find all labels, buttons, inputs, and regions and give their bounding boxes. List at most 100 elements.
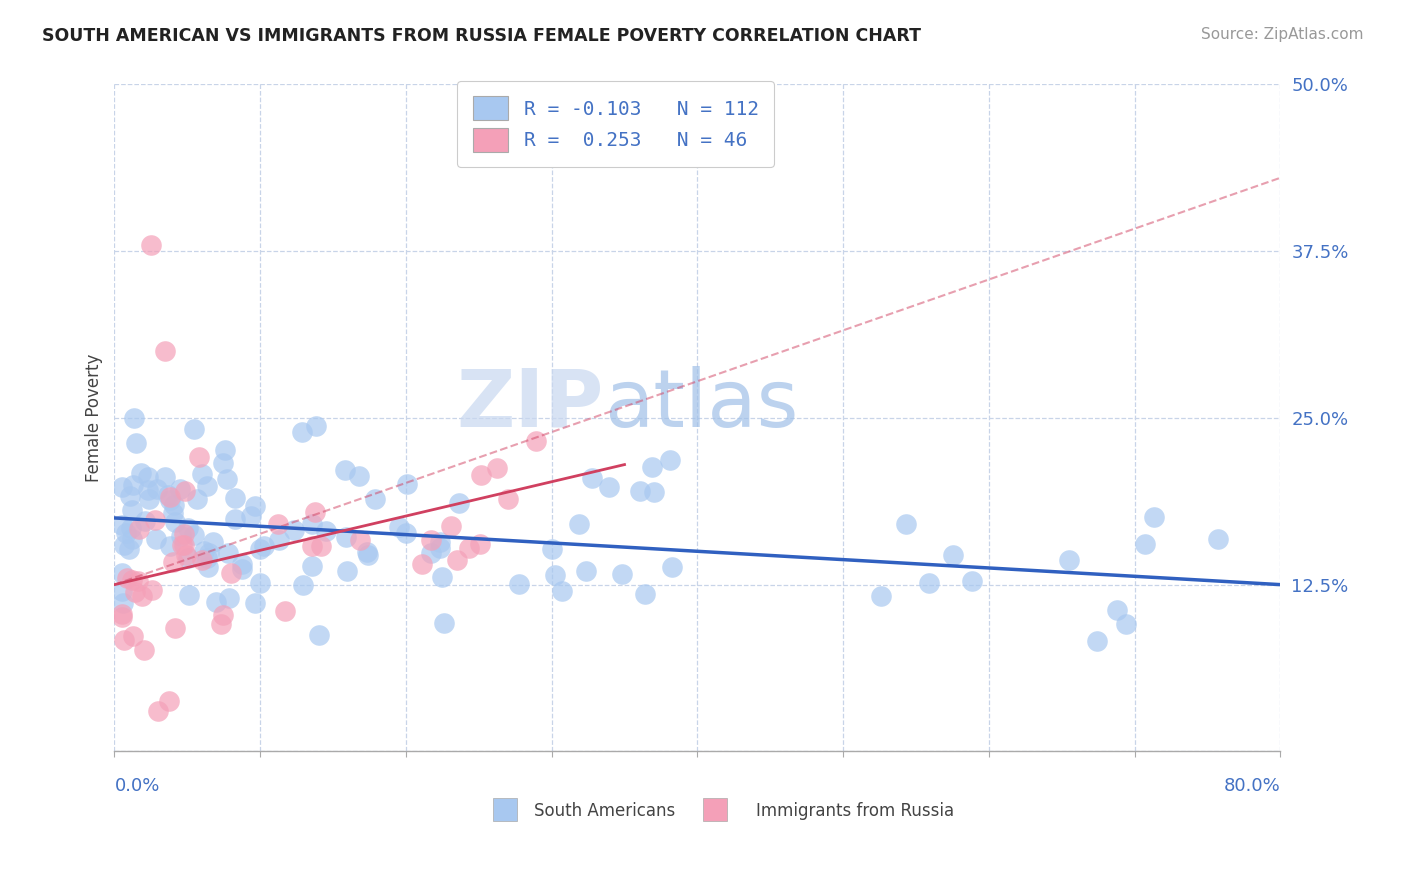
Point bbox=[540, 541, 562, 556]
Point bbox=[146, 704, 169, 718]
Point bbox=[193, 543, 215, 558]
Point bbox=[111, 584, 134, 599]
Point bbox=[1206, 532, 1229, 546]
Point bbox=[1133, 536, 1156, 550]
Point bbox=[544, 568, 567, 582]
Point bbox=[395, 526, 418, 541]
Point bbox=[115, 525, 138, 540]
Point bbox=[240, 508, 263, 523]
Point bbox=[395, 476, 418, 491]
Point bbox=[468, 537, 491, 551]
Point bbox=[191, 467, 214, 482]
Text: 0.0%: 0.0% bbox=[114, 777, 160, 796]
Point bbox=[128, 522, 150, 536]
Point bbox=[231, 561, 253, 575]
Point bbox=[301, 539, 323, 553]
Point bbox=[243, 499, 266, 513]
Point bbox=[191, 553, 214, 567]
Point bbox=[173, 526, 195, 541]
Point bbox=[121, 574, 143, 588]
Point bbox=[174, 548, 197, 562]
Point bbox=[249, 576, 271, 591]
Point bbox=[575, 564, 598, 578]
Point bbox=[143, 512, 166, 526]
Point bbox=[138, 491, 160, 506]
Text: South Americans: South Americans bbox=[534, 803, 675, 821]
Point bbox=[1087, 633, 1109, 648]
Point bbox=[117, 571, 139, 585]
Point bbox=[195, 551, 218, 566]
Point bbox=[120, 489, 142, 503]
Point bbox=[433, 616, 456, 631]
Point bbox=[641, 460, 664, 475]
Point bbox=[661, 560, 683, 574]
Point bbox=[159, 492, 181, 507]
Point bbox=[388, 520, 411, 534]
Point bbox=[224, 491, 246, 505]
Point bbox=[305, 418, 328, 433]
Point bbox=[145, 532, 167, 546]
Point bbox=[658, 453, 681, 467]
Point bbox=[197, 559, 219, 574]
Point bbox=[218, 591, 240, 605]
Point bbox=[420, 546, 443, 560]
Point bbox=[162, 506, 184, 520]
Point bbox=[136, 483, 159, 498]
Point bbox=[309, 539, 332, 553]
Point bbox=[157, 694, 180, 708]
Point bbox=[177, 588, 200, 602]
Point bbox=[183, 422, 205, 436]
Point bbox=[127, 574, 149, 588]
Point bbox=[231, 557, 253, 571]
Point bbox=[122, 629, 145, 643]
Point bbox=[173, 484, 195, 499]
Point bbox=[960, 574, 983, 588]
Point bbox=[153, 470, 176, 484]
Text: Immigrants from Russia: Immigrants from Russia bbox=[755, 803, 953, 821]
Text: Source: ZipAtlas.com: Source: ZipAtlas.com bbox=[1201, 27, 1364, 42]
Point bbox=[568, 517, 591, 532]
Point bbox=[496, 492, 519, 507]
Point bbox=[551, 584, 574, 599]
Point bbox=[308, 628, 330, 642]
FancyBboxPatch shape bbox=[703, 798, 727, 822]
Point bbox=[141, 582, 163, 597]
Point bbox=[125, 435, 148, 450]
Point bbox=[117, 542, 139, 557]
Point bbox=[610, 566, 633, 581]
Point bbox=[224, 512, 246, 526]
Point bbox=[301, 558, 323, 573]
FancyBboxPatch shape bbox=[494, 798, 516, 822]
Point bbox=[526, 434, 548, 449]
Point bbox=[347, 468, 370, 483]
Point bbox=[212, 608, 235, 623]
Point bbox=[291, 578, 314, 592]
Point bbox=[364, 491, 387, 506]
Point bbox=[630, 484, 652, 499]
Point bbox=[121, 478, 143, 492]
Point bbox=[129, 467, 152, 481]
Point bbox=[124, 585, 146, 599]
Point bbox=[581, 471, 603, 485]
Point bbox=[643, 484, 665, 499]
Point bbox=[429, 541, 451, 556]
Point bbox=[267, 517, 290, 532]
Point bbox=[508, 577, 530, 591]
Point bbox=[215, 472, 238, 486]
Point bbox=[918, 576, 941, 591]
Point bbox=[177, 550, 200, 565]
Point bbox=[315, 524, 337, 538]
Point bbox=[205, 595, 228, 609]
Point bbox=[111, 610, 134, 624]
Point bbox=[159, 490, 181, 504]
Point bbox=[217, 546, 239, 560]
Point bbox=[894, 517, 917, 532]
Point bbox=[111, 566, 134, 580]
Point bbox=[170, 529, 193, 543]
Point bbox=[157, 488, 180, 502]
Point bbox=[131, 589, 153, 603]
Point bbox=[252, 539, 274, 553]
Point bbox=[121, 503, 143, 517]
Point bbox=[202, 535, 225, 549]
Point bbox=[134, 514, 156, 528]
